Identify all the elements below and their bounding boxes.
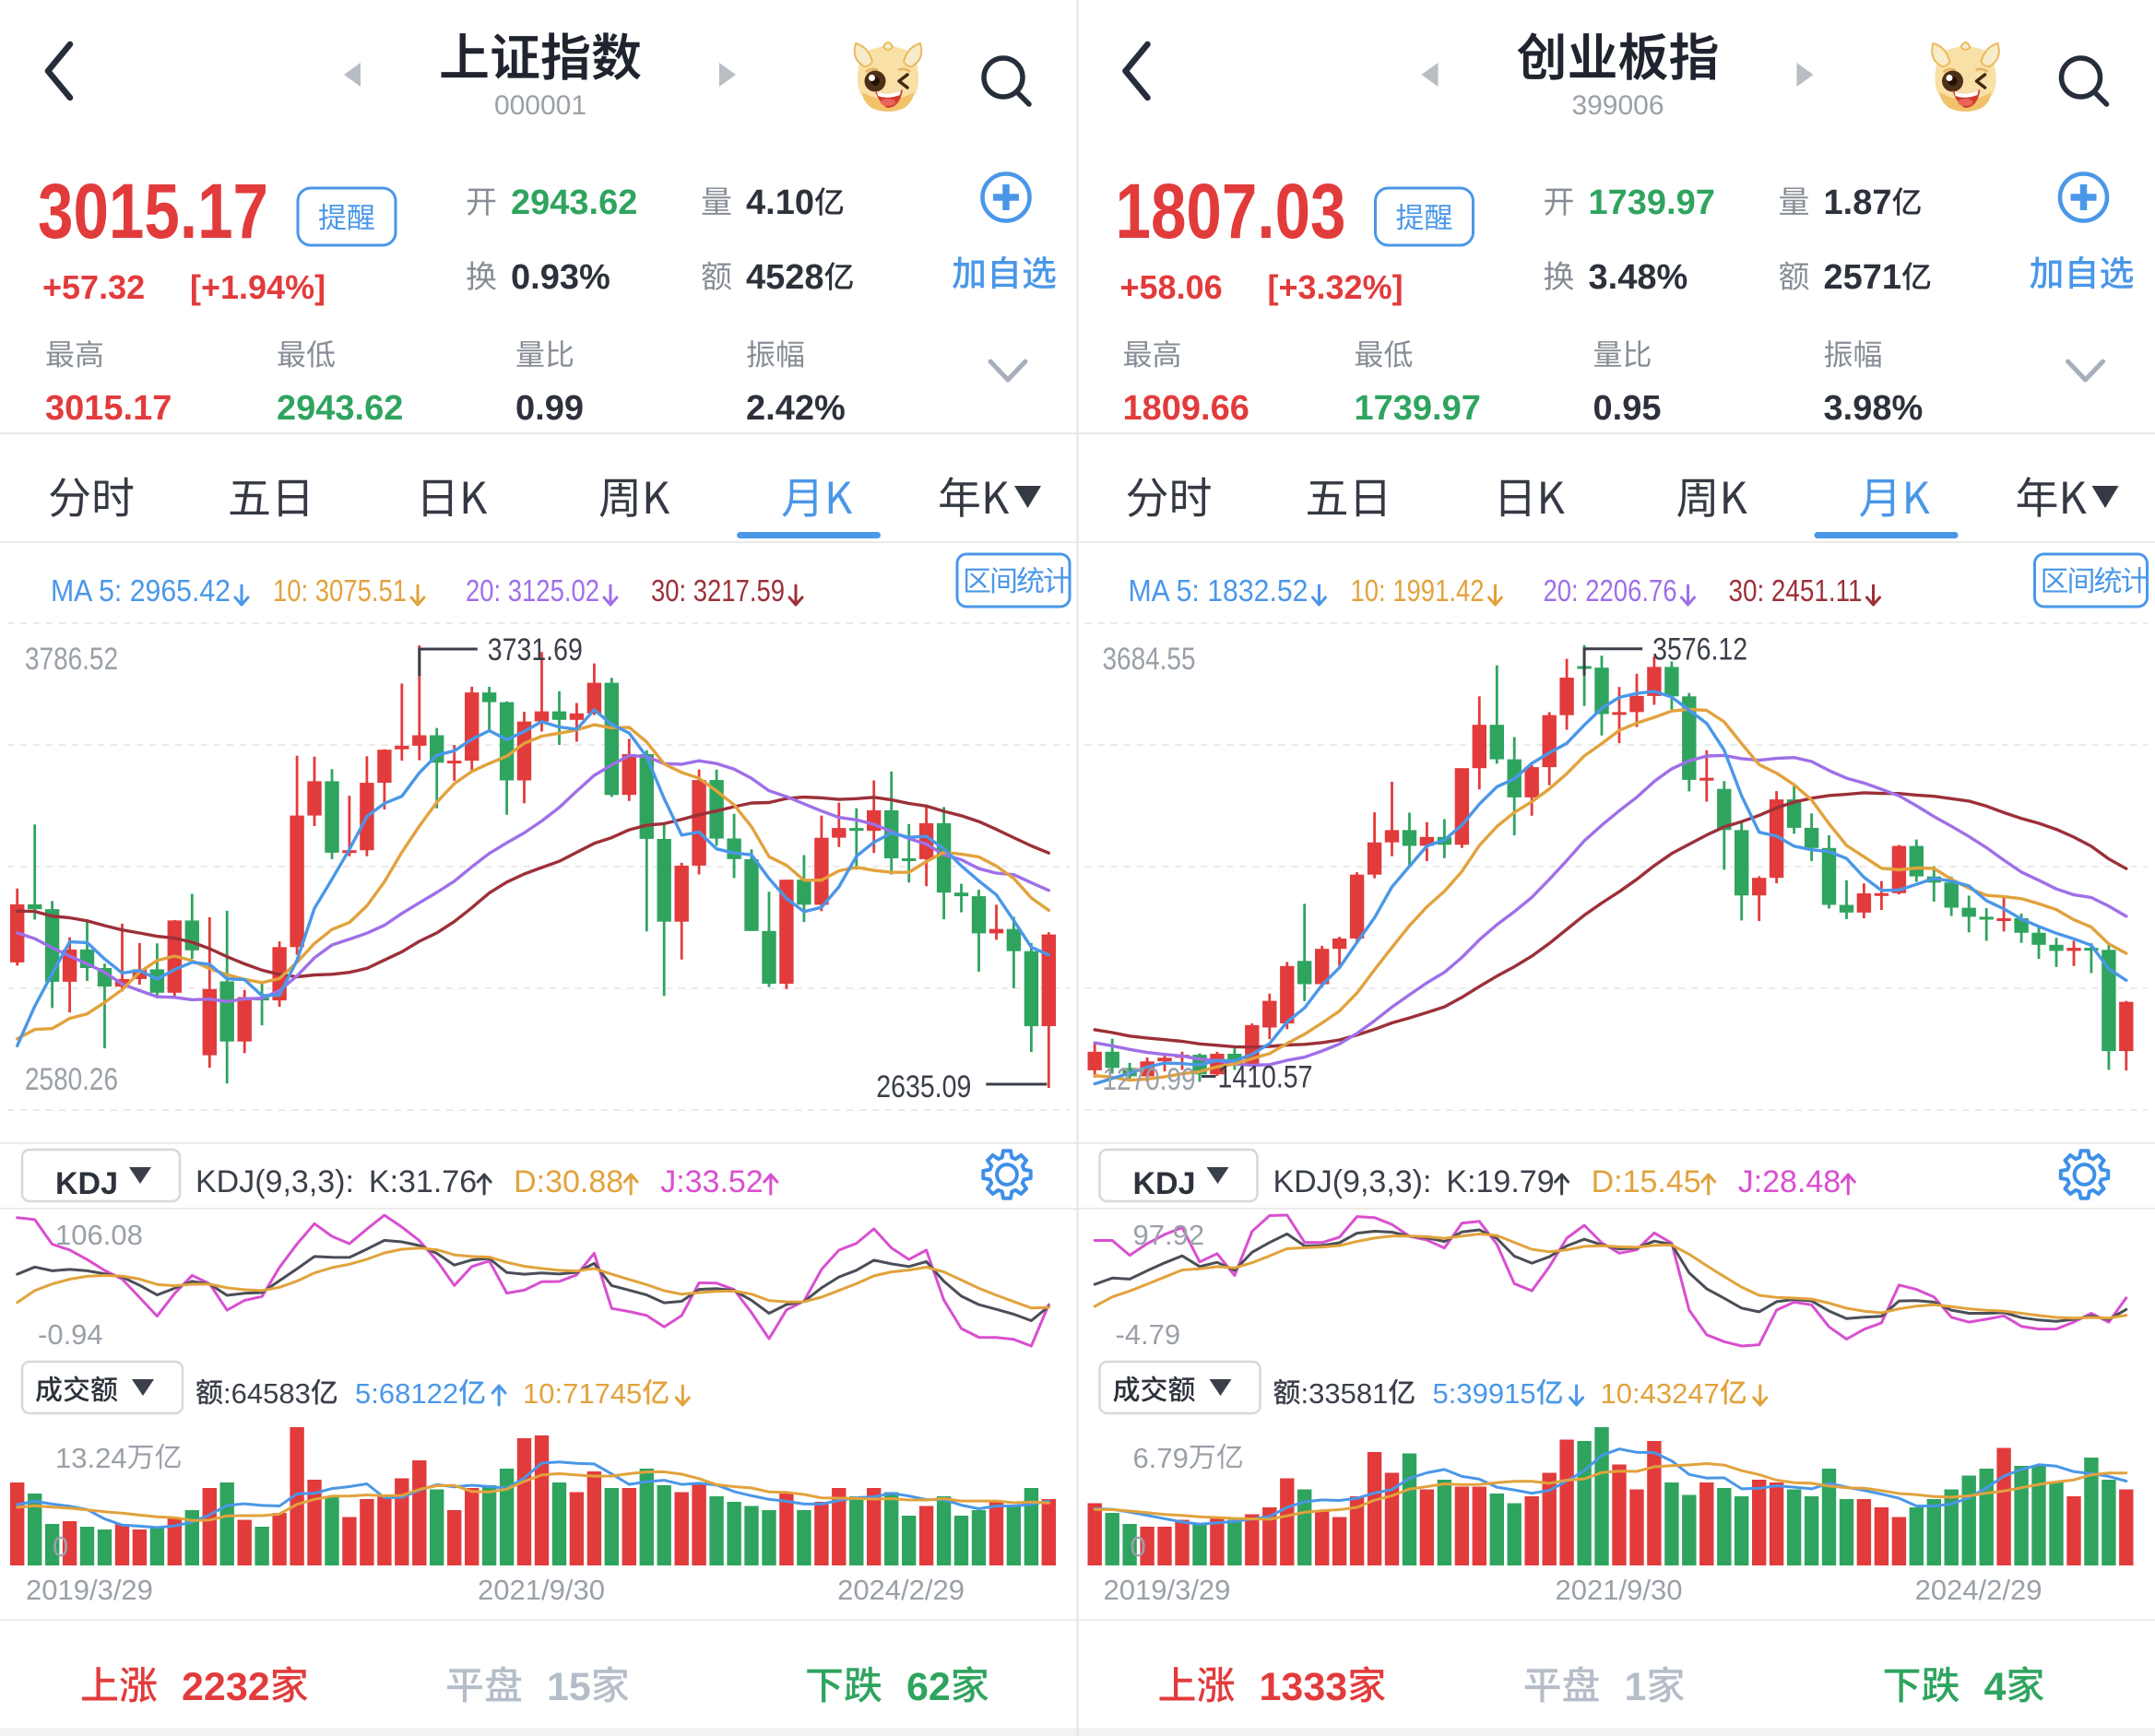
svg-text:0: 0 [53,1530,68,1563]
svg-text:10:43247: 10:43247 [1601,1377,1720,1410]
svg-text:2943.62: 2943.62 [511,183,637,222]
svg-text:1739.97: 1739.97 [1355,389,1481,428]
svg-text:1333: 1333 [1260,1665,1348,1709]
svg-text:3684.55: 3684.55 [1103,642,1196,677]
svg-text:2943.62: 2943.62 [277,389,403,428]
svg-text:0.93%: 0.93% [511,258,610,297]
svg-text:1270.99: 1270.99 [1103,1062,1196,1097]
svg-text:KDJ: KDJ [55,1166,118,1201]
svg-text:0.99: 0.99 [515,389,584,428]
svg-text:KDJ: KDJ [1133,1166,1196,1201]
svg-text:2021/9/30: 2021/9/30 [478,1574,605,1606]
svg-text:1: 1 [1625,1665,1647,1709]
svg-text:5:68122: 5:68122 [355,1377,458,1410]
svg-text:1410.57: 1410.57 [1218,1060,1313,1095]
svg-text:J:28.48: J:28.48 [1738,1164,1841,1199]
svg-text:2019/3/29: 2019/3/29 [26,1574,153,1606]
svg-text:D:15.45: D:15.45 [1592,1164,1701,1199]
svg-text:4: 4 [1984,1665,2007,1709]
svg-text::64583: :64583 [223,1377,311,1410]
svg-text:3015.17: 3015.17 [45,389,172,428]
svg-text:2.42%: 2.42% [746,389,846,428]
svg-text:KDJ(9,3,3):: KDJ(9,3,3): [195,1164,354,1199]
svg-text:1.87: 1.87 [1824,183,1892,222]
svg-text:6.79: 6.79 [1133,1442,1189,1474]
svg-text:1809.66: 1809.66 [1123,389,1249,428]
svg-text:2635.09: 2635.09 [876,1069,971,1104]
svg-text:10:71745: 10:71745 [523,1377,642,1410]
svg-text:000001: 000001 [494,90,586,121]
svg-text:1807.03: 1807.03 [1116,168,1346,254]
svg-text:10: 3075.51: 10: 3075.51 [273,573,407,608]
svg-text:D:30.88: D:30.88 [514,1164,623,1199]
svg-text:MA 5: 1832.52: MA 5: 1832.52 [1129,573,1308,608]
svg-text::33581: :33581 [1301,1377,1389,1410]
svg-text:4528: 4528 [746,258,824,297]
svg-text:0.95: 0.95 [1593,389,1662,428]
svg-text:MA 5: 2965.42: MA 5: 2965.42 [51,573,231,608]
svg-text:62: 62 [906,1665,951,1709]
svg-text:20: 2206.76: 20: 2206.76 [1544,573,1677,608]
svg-text:3731.69: 3731.69 [488,632,583,667]
svg-text:3.98%: 3.98% [1824,389,1924,428]
svg-text:5:39915: 5:39915 [1433,1377,1536,1410]
svg-text:2024/2/29: 2024/2/29 [1915,1574,2043,1606]
svg-text:2232: 2232 [182,1665,270,1709]
svg-text:-4.79: -4.79 [1116,1318,1181,1351]
svg-text:10: 1991.42: 10: 1991.42 [1351,573,1485,608]
svg-text:2580.26: 2580.26 [25,1062,118,1097]
svg-text:2571: 2571 [1824,258,1902,297]
svg-text:1739.97: 1739.97 [1589,183,1715,222]
svg-text:+57.32: +57.32 [42,268,145,306]
svg-text:15: 15 [547,1665,591,1709]
svg-text:[+3.32%]: [+3.32%] [1268,268,1403,306]
svg-text:20: 3125.02: 20: 3125.02 [466,573,599,608]
svg-text:2021/9/30: 2021/9/30 [1556,1574,1683,1606]
svg-text:106.08: 106.08 [55,1219,143,1251]
svg-text:399006: 399006 [1571,90,1664,121]
svg-text:J:33.52: J:33.52 [660,1164,764,1199]
svg-text:30: 2451.11: 30: 2451.11 [1729,573,1863,608]
svg-text:0: 0 [1131,1530,1146,1563]
svg-text:97.92: 97.92 [1133,1219,1205,1251]
svg-text:3786.52: 3786.52 [25,642,118,677]
svg-text:4.10: 4.10 [746,183,814,222]
svg-text:13.24: 13.24 [55,1442,127,1474]
svg-text:3.48%: 3.48% [1589,258,1688,297]
svg-text:K:19.79: K:19.79 [1446,1164,1554,1199]
svg-text:-0.94: -0.94 [38,1318,103,1351]
svg-text:[+1.94%]: [+1.94%] [190,268,326,306]
svg-text:3576.12: 3576.12 [1652,632,1747,667]
svg-text:2019/3/29: 2019/3/29 [1104,1574,1231,1606]
svg-text:K:31.76: K:31.76 [369,1164,477,1199]
svg-text:3015.17: 3015.17 [38,168,268,254]
svg-text:KDJ(9,3,3):: KDJ(9,3,3): [1273,1164,1432,1199]
svg-text:+58.06: +58.06 [1120,268,1223,306]
svg-text:2024/2/29: 2024/2/29 [837,1574,965,1606]
svg-text:30: 3217.59: 30: 3217.59 [651,573,785,608]
